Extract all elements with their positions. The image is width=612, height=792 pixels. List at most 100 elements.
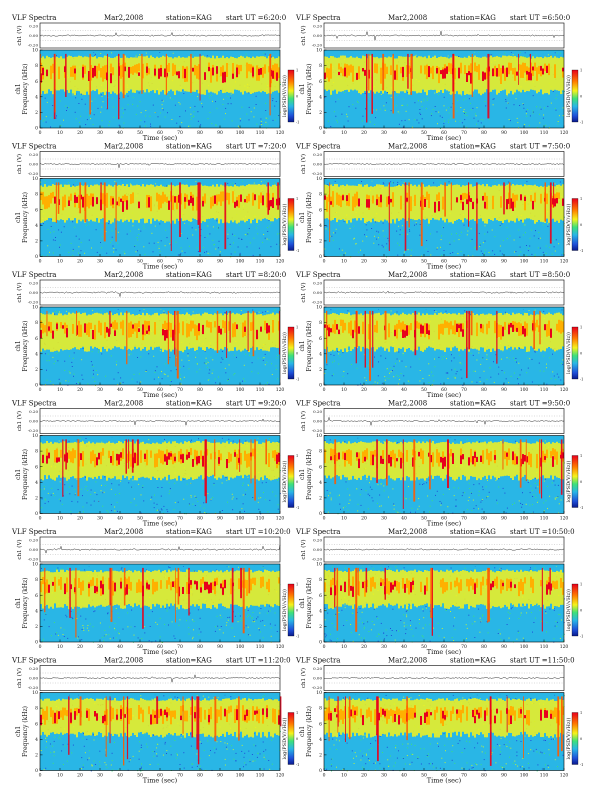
- speckle-cell: [557, 123, 559, 125]
- band-cell: [84, 443, 86, 476]
- waveform-axis-label: ch1 (V): [300, 25, 307, 45]
- band-cell: [448, 184, 450, 223]
- band-cell: [136, 453, 138, 466]
- speckle-cell: [343, 220, 345, 222]
- speckle-cell: [91, 247, 92, 249]
- band-cell: [144, 186, 146, 224]
- speckle-cell: [400, 373, 402, 374]
- speckle-cell: [506, 357, 508, 359]
- speckle-cell: [395, 363, 396, 365]
- speckle-cell: [207, 379, 209, 381]
- speckle-cell: [244, 380, 246, 382]
- band-cell: [144, 453, 146, 459]
- speckle-cell: [58, 378, 60, 380]
- band-cell: [212, 195, 214, 207]
- speckle-cell: [128, 482, 130, 484]
- speckle-cell: [49, 381, 51, 382]
- speckle-cell: [278, 115, 280, 116]
- speckle-cell: [272, 100, 274, 102]
- speckle-cell: [101, 222, 103, 224]
- band-cell: [86, 323, 88, 336]
- band-cell: [526, 70, 528, 75]
- x-tick-label: 0: [39, 387, 42, 393]
- speckle-cell: [501, 253, 503, 255]
- speckle-cell: [563, 216, 565, 218]
- speckle-cell: [494, 253, 496, 255]
- band-cell: [404, 330, 406, 338]
- speckle-cell: [494, 236, 496, 238]
- speckle-cell: [276, 368, 278, 370]
- band-cell: [358, 326, 360, 334]
- speckle-cell: [501, 223, 503, 225]
- x-tick-label: 40: [401, 259, 407, 265]
- speckle-cell: [419, 112, 421, 114]
- speckle-cell: [101, 106, 103, 108]
- spectrogram-burst: [364, 310, 366, 368]
- speckle-cell: [459, 362, 461, 364]
- speckle-cell: [513, 372, 515, 374]
- band-cell: [498, 64, 500, 77]
- speckle-cell: [531, 381, 533, 383]
- band-cell: [196, 65, 198, 79]
- band-cell: [330, 313, 332, 352]
- band-cell: [240, 453, 242, 465]
- speckle-cell: [177, 501, 179, 503]
- band-cell: [142, 441, 144, 477]
- speckle-cell: [158, 245, 160, 247]
- speckle-cell: [73, 352, 75, 354]
- band-cell: [484, 72, 486, 80]
- speckle-cell: [268, 219, 270, 221]
- band-cell: [378, 196, 380, 207]
- band-cell: [180, 314, 182, 351]
- speckle-cell: [57, 311, 59, 313]
- speckle-cell: [94, 98, 96, 100]
- speckle-cell: [108, 223, 110, 225]
- speckle-cell: [395, 312, 397, 314]
- speckle-cell: [193, 115, 194, 117]
- band-cell: [164, 194, 166, 202]
- band-cell: [448, 58, 450, 92]
- band-cell: [378, 58, 380, 93]
- speckle-cell: [192, 54, 194, 56]
- band-cell: [94, 184, 96, 222]
- speckle-cell: [63, 226, 65, 228]
- x-tick-label: 50: [137, 387, 143, 393]
- band-cell: [162, 329, 164, 336]
- band-cell: [474, 55, 476, 90]
- x-tick-label: 90: [217, 130, 223, 136]
- speckle-cell: [102, 505, 104, 507]
- waveform-tick-label: 0.20: [29, 152, 38, 157]
- speckle-cell: [64, 360, 66, 362]
- speckle-cell: [552, 371, 554, 373]
- speckle-cell: [101, 353, 103, 355]
- speckle-cell: [40, 489, 42, 491]
- speckle-cell: [260, 477, 262, 479]
- spectrogram-burst: [355, 310, 357, 364]
- speckle-cell: [374, 235, 375, 237]
- speckle-cell: [275, 365, 277, 367]
- speckle-cell: [127, 95, 129, 97]
- x-tick-label: 20: [77, 259, 83, 265]
- band-cell: [410, 314, 412, 351]
- speckle-cell: [442, 358, 443, 360]
- speckle-cell: [78, 103, 80, 104]
- speckle-cell: [482, 253, 484, 254]
- band-cell: [522, 62, 524, 78]
- speckle-cell: [209, 97, 211, 99]
- band-cell: [68, 200, 70, 206]
- speckle-cell: [84, 103, 86, 105]
- band-cell: [186, 194, 188, 202]
- band-cell: [518, 57, 520, 92]
- band-cell: [454, 67, 456, 80]
- speckle-cell: [66, 110, 67, 111]
- speckle-cell: [493, 98, 495, 100]
- band-cell: [220, 443, 222, 479]
- speckle-cell: [65, 105, 67, 107]
- speckle-cell: [204, 362, 206, 364]
- band-cell: [262, 315, 264, 351]
- speckle-cell: [140, 512, 142, 514]
- band-cell: [342, 184, 344, 220]
- speckle-cell: [174, 104, 176, 106]
- speckle-cell: [346, 113, 348, 115]
- speckle-cell: [262, 359, 264, 361]
